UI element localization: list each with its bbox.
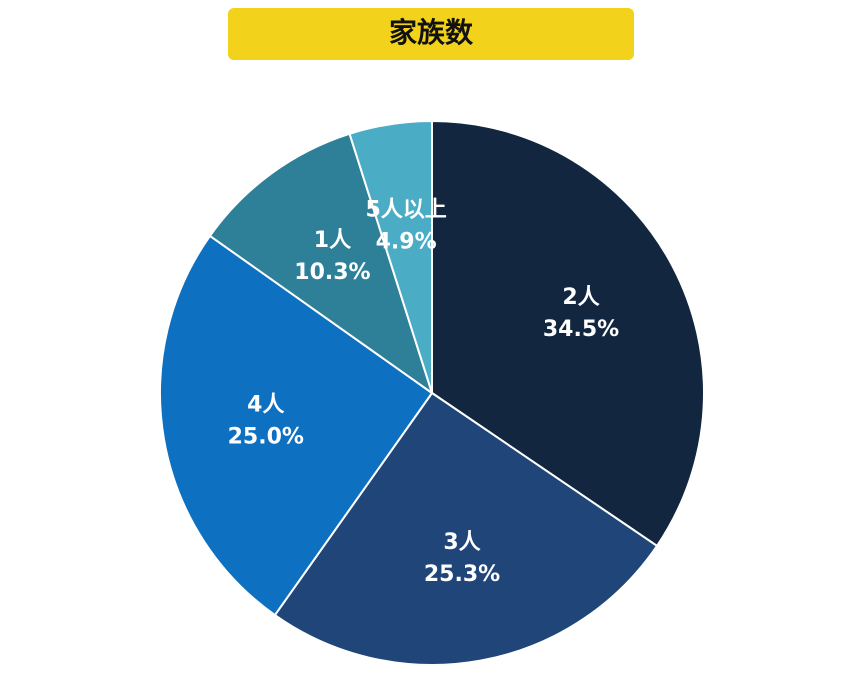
pie-slice	[273, 391, 659, 666]
slice-category: 5人以上	[365, 197, 446, 222]
pie-slice	[348, 119, 433, 394]
chart-title: 家族数	[389, 16, 474, 49]
slice-value: 25.0%	[228, 424, 304, 449]
slice-category: 4人	[247, 392, 284, 417]
pie-slice	[159, 234, 434, 617]
title-bar	[228, 8, 634, 60]
slice-value: 25.3%	[424, 562, 500, 587]
pie-slice	[431, 119, 705, 548]
slice-category: 3人	[443, 530, 480, 555]
pie-slice	[208, 132, 434, 396]
slice-category: 1人	[314, 228, 351, 253]
slice-value: 34.5%	[543, 317, 619, 342]
slice-value: 10.3%	[294, 260, 370, 285]
slice-value: 4.9%	[376, 229, 437, 254]
slice-category: 2人	[562, 285, 599, 310]
